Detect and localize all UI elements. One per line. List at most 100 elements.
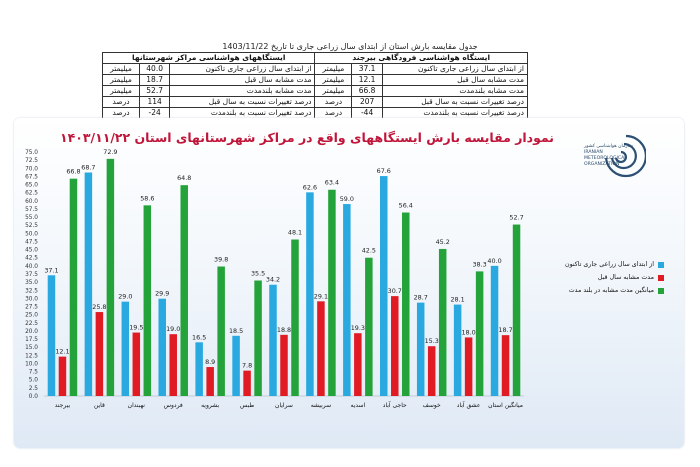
table-header-row: ایستگاههای هواشناسی مراکز شهرستانها ایست… <box>101 52 528 64</box>
table-row: میلیمتر 40.0 از ابتدای سال زراعی جاری تا… <box>102 63 529 75</box>
bar-long-term <box>512 224 521 396</box>
data-label-last-year: 19.3 <box>351 324 365 332</box>
row-label-cell: درصد تغییرات نسبت به بلندمدت <box>169 107 316 119</box>
y-tick-label: 20.0 <box>25 329 38 335</box>
row-label-cell: درصد تغییرات نسبت به سال قبل <box>381 96 529 108</box>
data-label-last-year: 18.7 <box>498 326 512 334</box>
data-label-long-term: 63.4 <box>325 179 339 187</box>
y-tick-label: 15.0 <box>25 345 38 351</box>
y-tick-label: 0.0 <box>29 394 39 400</box>
x-category-label: اسدیه <box>350 402 365 409</box>
data-label-long-term: 39.8 <box>214 256 228 264</box>
airport-value-cell: 207 <box>351 96 383 108</box>
bar-current <box>453 304 462 396</box>
y-tick-label: 72.5 <box>25 158 38 164</box>
bar-last-year <box>354 333 362 396</box>
bar-long-term <box>438 248 447 396</box>
bar-last-year <box>132 332 141 396</box>
header-city-stations: ایستگاههای هواشناسی مراکز شهرستانها <box>101 52 316 64</box>
table-row: درصد 114 درصد تغییرات نسبت به سال قبل در… <box>102 96 529 108</box>
bar-current <box>343 204 351 396</box>
data-label-current: 18.5 <box>229 327 243 335</box>
row-label-cell: مدت مشابه سال قبل <box>169 74 316 86</box>
y-tick-label: 22.5 <box>25 321 38 327</box>
data-label-long-term: 35.5 <box>251 270 265 278</box>
legend-label-current: از ابتدای سال زراعی جاری تاکنون <box>564 261 654 268</box>
y-tick-label: 57.5 <box>25 207 38 213</box>
data-label-current: 62.6 <box>303 183 317 191</box>
unit-cell: میلیمتر <box>102 85 140 97</box>
data-label-last-year: 18.8 <box>277 326 291 334</box>
row-label-cell: از ابتدای سال زراعی جاری تاکنون <box>381 63 529 75</box>
bar-current <box>306 192 314 396</box>
row-label-cell: مدت مشابه سال قبل <box>381 74 529 86</box>
unit-cell: درصد <box>314 96 353 108</box>
bar-current <box>158 298 166 396</box>
row-label-cell: از ابتدای سال زراعی جاری تاکنون <box>169 63 316 75</box>
bar-last-year <box>95 312 104 396</box>
y-tick-label: 75.0 <box>25 150 38 156</box>
header-airport-station: ایستگاه هواشناسی فرودگاهی بیرجند <box>314 52 528 64</box>
y-tick-label: 42.5 <box>25 256 38 262</box>
airport-value-cell: 37.1 <box>351 63 383 75</box>
unit-cell: میلیمتر <box>102 63 140 75</box>
city-value-cell: 18.7 <box>138 74 171 86</box>
bar-current <box>195 342 203 396</box>
data-label-long-term: 64.8 <box>177 174 191 182</box>
org-name-line2: METEOROLOGICAL <box>584 156 627 161</box>
data-label-current: 59.0 <box>340 195 354 203</box>
y-tick-label: 5.0 <box>29 378 39 384</box>
bar-last-year <box>427 346 436 396</box>
city-value-cell: 52.7 <box>138 85 171 97</box>
data-label-long-term: 45.2 <box>436 238 450 246</box>
data-label-long-term: 66.8 <box>66 168 80 176</box>
organization-name: سازمان هواشناسی کشور IRANIAN METEOROLOGI… <box>584 144 634 168</box>
bar-long-term <box>217 266 225 396</box>
bar-long-term <box>402 212 410 396</box>
bar-last-year <box>317 301 325 396</box>
data-label-current: 67.6 <box>377 167 391 175</box>
bar-last-year <box>501 335 510 396</box>
x-category-label: بشرویه <box>201 402 219 409</box>
data-label-long-term: 58.6 <box>140 194 154 202</box>
bar-long-term <box>254 280 262 396</box>
unit-cell: درصد <box>102 107 140 119</box>
y-tick-label: 7.5 <box>29 370 39 376</box>
airport-value-cell: -44 <box>351 107 383 119</box>
y-tick-label: 65.0 <box>25 183 38 189</box>
x-category-label: عشق آباد <box>457 400 481 409</box>
y-tick-label: 67.5 <box>25 174 38 180</box>
x-category-label: سربیشه <box>311 402 331 409</box>
x-category-label: میانگین استان <box>488 401 523 409</box>
row-label-cell: درصد تغییرات نسبت به بلندمدت <box>381 107 529 119</box>
bar-current <box>269 284 277 396</box>
bar-last-year <box>58 356 67 396</box>
bar-last-year <box>391 296 399 396</box>
legend-item-last-year: مدت مشابه سال قبل <box>524 274 664 281</box>
x-category-label: بیرجند <box>55 402 71 409</box>
bar-current <box>84 172 93 396</box>
bar-long-term <box>328 189 336 396</box>
org-name-fa: سازمان هواشناسی کشور <box>584 144 633 149</box>
y-tick-label: 17.5 <box>25 337 38 343</box>
data-label-last-year: 19.5 <box>129 324 143 332</box>
row-label-cell: مدت مشابه بلندمدت <box>381 85 529 97</box>
bar-long-term <box>291 239 299 396</box>
data-label-long-term: 72.9 <box>103 148 117 156</box>
city-value-cell: 114 <box>138 96 171 108</box>
data-label-last-year: 29.1 <box>314 292 328 300</box>
unit-cell: میلیمتر <box>314 74 353 86</box>
y-tick-label: 55.0 <box>25 215 38 221</box>
y-tick-label: 10.0 <box>25 361 38 367</box>
y-tick-label: 50.0 <box>25 231 38 237</box>
legend-swatch-long-term <box>658 287 664 294</box>
bar-long-term <box>180 185 188 396</box>
y-tick-label: 60.0 <box>25 199 38 205</box>
bar-last-year <box>169 334 177 396</box>
data-label-last-year: 8.9 <box>205 358 215 366</box>
x-category-label: حاجی آباد <box>383 400 407 409</box>
y-tick-label: 30.0 <box>25 296 38 302</box>
data-label-current: 34.2 <box>266 276 280 284</box>
legend-swatch-current <box>658 261 664 268</box>
